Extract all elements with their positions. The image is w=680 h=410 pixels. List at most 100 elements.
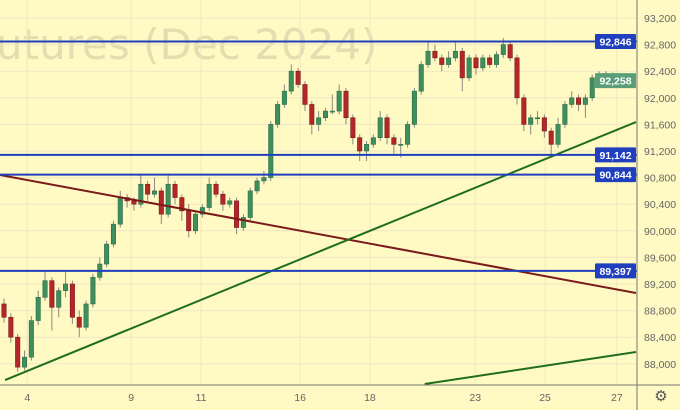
candle: [541, 114, 547, 138]
candle-body: [343, 90, 349, 119]
candle: [357, 134, 363, 161]
candle: [507, 41, 513, 62]
candle-body: [247, 190, 253, 218]
candle: [172, 180, 178, 205]
candle: [49, 277, 55, 331]
candle-body: [576, 97, 582, 105]
candle-body: [507, 44, 513, 59]
candle: [350, 114, 356, 145]
candle-body: [528, 117, 534, 125]
candle-body: [151, 190, 157, 195]
candle: [418, 61, 424, 95]
candle-body: [28, 320, 34, 358]
price-tick-label: 88,000: [644, 359, 676, 371]
candle: [213, 180, 219, 198]
price-tick-label: 92,800: [644, 40, 676, 52]
candle: [199, 204, 205, 218]
candle-body: [206, 183, 212, 208]
candle-body: [473, 57, 479, 69]
level-price-badge-bg: [595, 167, 636, 183]
candle-body: [569, 97, 575, 105]
candle-body: [63, 283, 69, 291]
candle-body: [391, 137, 397, 145]
candle: [281, 84, 287, 108]
candle: [555, 117, 561, 148]
candle-body: [336, 90, 342, 112]
candle-body: [179, 197, 185, 212]
candle: [322, 107, 328, 122]
candle-body: [350, 117, 356, 139]
candle-body: [254, 180, 260, 192]
candle-body: [42, 280, 48, 298]
candle-body: [35, 296, 41, 321]
time-tick-label: 23: [469, 392, 481, 404]
candle-body: [357, 137, 363, 152]
candle-body: [220, 193, 226, 205]
candle: [97, 257, 103, 281]
last-price-badge-text: 92,258: [599, 76, 631, 88]
candle: [234, 197, 240, 235]
candle-body: [514, 57, 520, 99]
candle: [487, 54, 493, 68]
candle-body: [548, 130, 554, 145]
price-tick-label: 88,800: [644, 306, 676, 318]
candle: [364, 141, 370, 161]
level-price-badge-text: 92,846: [599, 37, 631, 49]
candle-body: [487, 57, 493, 65]
candle: [329, 94, 335, 115]
candle-body: [295, 70, 301, 85]
candle-body: [234, 200, 240, 228]
candle: [411, 87, 417, 128]
candle: [425, 41, 431, 68]
candle-body: [302, 84, 308, 105]
candle-body: [193, 213, 199, 232]
candle-body: [500, 44, 506, 55]
candle: [473, 54, 479, 75]
candle-body: [240, 217, 246, 228]
candle: [535, 111, 541, 125]
candle: [227, 197, 233, 208]
candle-body: [76, 316, 82, 328]
candle-body: [145, 183, 151, 195]
candle-body: [364, 144, 370, 152]
level-price-badge-bg: [595, 263, 636, 279]
candle: [22, 350, 28, 371]
price-tick-label: 89,600: [644, 252, 676, 264]
time-tick-label: 9: [128, 392, 134, 404]
price-tick-label: 92,000: [644, 93, 676, 105]
candle-body: [562, 104, 568, 125]
candle: [240, 214, 246, 231]
gear-icon[interactable]: ⚙: [654, 388, 668, 405]
candle: [309, 101, 315, 135]
candle-body: [480, 57, 486, 69]
candle-body: [227, 200, 233, 205]
candle: [69, 280, 75, 324]
price-tick-label: 89,200: [644, 279, 676, 291]
candle: [254, 177, 260, 195]
candle: [63, 270, 69, 298]
candle: [446, 51, 452, 68]
candle: [480, 54, 486, 72]
support-trend-line: [4, 121, 637, 381]
candle-body: [425, 50, 431, 65]
candle-body: [555, 124, 561, 145]
candle: [15, 333, 21, 372]
candle: [42, 270, 48, 301]
time-tick-label: 27: [611, 392, 623, 404]
candle: [275, 101, 281, 128]
candle-body: [446, 57, 452, 65]
candle: [391, 134, 397, 155]
candle: [1, 298, 7, 323]
candle-body: [117, 197, 123, 225]
candle: [268, 121, 274, 181]
level-price-badge: 91,142: [595, 147, 636, 163]
candle-body: [186, 210, 192, 232]
candle: [562, 101, 568, 128]
candle: [247, 187, 253, 221]
candle-body: [22, 356, 28, 368]
candle: [582, 94, 588, 118]
candle-body: [521, 97, 527, 125]
candle-body: [466, 57, 472, 79]
